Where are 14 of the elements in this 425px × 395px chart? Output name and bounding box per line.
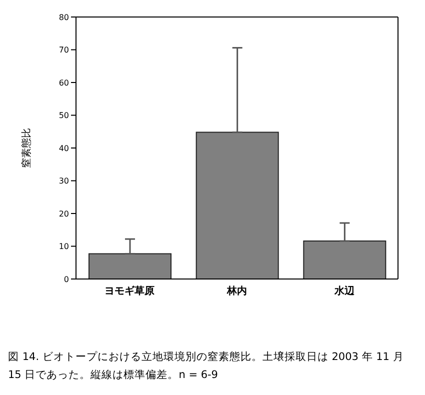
y-tick-label: 70 <box>58 46 69 55</box>
y-tick-label: 40 <box>58 144 69 153</box>
y-tick-label: 60 <box>58 78 69 88</box>
caption: 図 14. ビオトープにおける立地環境別の窒素態比。土壌採取日は 2003 年 11 月 15 日であった。縦線は標準偏差。n = 6-9 <box>8 350 405 383</box>
x-tick-label: 林内 <box>226 285 247 298</box>
y-tick-label: 10 <box>58 242 69 252</box>
y-tick-label: 20 <box>58 209 69 218</box>
y-tick-label: 30 <box>58 176 69 186</box>
y-tick-label: 80 <box>58 12 69 22</box>
y-tick-label: 50 <box>58 111 69 120</box>
x-tick-label: ヨモギ草原 <box>104 285 155 298</box>
y-tick-label: 0 <box>64 274 69 284</box>
x-tick-label: 水辺 <box>333 285 356 298</box>
y-axis-title: 窒素態比 <box>20 128 33 168</box>
